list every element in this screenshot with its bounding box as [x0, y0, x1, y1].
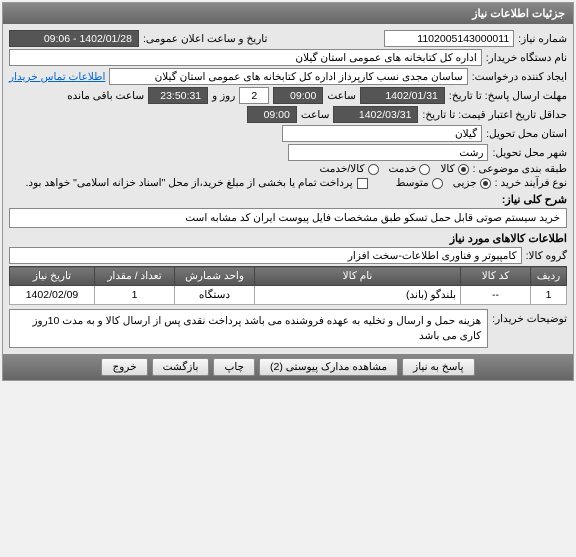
respond-button[interactable]: پاسخ به نیاز — [402, 358, 474, 376]
details-panel: جزئیات اطلاعات نیاز شماره نیاز: 11020051… — [2, 2, 574, 381]
item-group-value: کامپیوتر و فناوری اطلاعات-سخت افزار — [9, 247, 522, 264]
item-group-label: گروه کالا: — [526, 250, 567, 262]
th-item-code: کد کالا — [461, 267, 531, 286]
back-button[interactable]: بازگشت — [152, 358, 210, 376]
buyer-org-label: نام دستگاه خریدار: — [486, 52, 567, 64]
exit-button[interactable]: خروج — [101, 358, 147, 376]
process-option-medium[interactable]: متوسط — [396, 177, 443, 189]
buyer-org-value: اداره کل کتابخانه های عمومی استان گیلان — [9, 49, 482, 66]
radio-icon — [458, 164, 469, 175]
cell-need-date: 1402/02/09 — [10, 286, 95, 305]
buyer-notes-label: توضیحات خریدار: — [492, 309, 567, 325]
buyer-notes-value: هزینه حمل و ارسال و تخلیه به عهده فروشند… — [9, 309, 488, 348]
th-unit: واحد شمارش — [175, 267, 255, 286]
items-info-title: اطلاعات کالاهای مورد نیاز — [9, 232, 567, 245]
requester-value: ساسان مجدی نسب کارپرداز اداره کل کتابخان… — [109, 68, 467, 85]
price-date-value: 1402/03/31 — [333, 106, 418, 123]
province-value: گیلان — [282, 125, 482, 142]
city-value: رشت — [288, 144, 488, 161]
time-remaining-label: ساعت باقی مانده — [67, 90, 144, 102]
panel-body: شماره نیاز: 1102005143000011 تاریخ و ساع… — [3, 24, 573, 354]
hour-label-2: ساعت — [301, 109, 330, 121]
panel-title: جزئیات اطلاعات نیاز — [3, 3, 573, 24]
process-option-minor[interactable]: جزیی — [453, 177, 491, 189]
th-need-date: تاریخ نیاز — [10, 267, 95, 286]
need-desc-title: شرح کلی نیاز: — [9, 193, 567, 206]
announce-datetime-value: 1402/01/28 - 09:06 — [9, 30, 139, 47]
radio-icon — [480, 178, 491, 189]
radio-icon — [432, 178, 443, 189]
presence-option-goods[interactable]: کالا — [440, 163, 468, 175]
cell-item-name: بلندگو (باند) — [255, 286, 461, 305]
presence-option-both[interactable]: کالا/خدمت — [319, 163, 378, 175]
payment-note-label: پرداخت تمام یا بخشی از مبلغ خرید،از محل … — [26, 177, 353, 189]
footer-toolbar: پاسخ به نیاز مشاهده مدارک پیوستی (2) چاپ… — [3, 354, 573, 380]
table-header-row: ردیف کد کالا نام کالا واحد شمارش تعداد /… — [10, 267, 567, 286]
price-validity-label: حداقل تاریخ اعتبار قیمت: تا تاریخ: — [422, 109, 567, 121]
presence-option-service[interactable]: خدمت — [389, 163, 431, 175]
time-remaining-value: 23:50:31 — [148, 87, 208, 104]
cell-qty: 1 — [95, 286, 175, 305]
announce-datetime-label: تاریخ و ساعت اعلان عمومی: — [143, 33, 267, 45]
radio-icon — [368, 164, 379, 175]
cell-unit: دستگاه — [175, 286, 255, 305]
process-label: نوع فرآیند خرید : — [495, 177, 567, 189]
hour-label-1: ساعت — [327, 90, 356, 102]
response-date-value: 1402/01/31 — [360, 87, 445, 104]
th-qty: تعداد / مقدار — [95, 267, 175, 286]
cell-item-code: -- — [461, 286, 531, 305]
attachments-button[interactable]: مشاهده مدارک پیوستی (2) — [259, 358, 398, 376]
requester-label: ایجاد کننده درخواست: — [472, 71, 567, 83]
th-item-name: نام کالا — [255, 267, 461, 286]
days-remaining-value: 2 — [239, 87, 269, 104]
province-label: استان محل تحویل: — [486, 128, 567, 140]
response-deadline-label: مهلت ارسال پاسخ: تا تاریخ: — [449, 90, 567, 102]
contact-link[interactable]: اطلاعات تماس خریدار — [9, 71, 105, 83]
treasury-checkbox[interactable] — [357, 178, 368, 189]
need-number-label: شماره نیاز: — [518, 33, 567, 45]
items-table: ردیف کد کالا نام کالا واحد شمارش تعداد /… — [9, 266, 567, 305]
city-label: شهر محل تحویل: — [492, 147, 567, 159]
response-time-value: 09:00 — [273, 87, 323, 104]
need-desc-value: خرید سیستم صوتی قابل حمل تسکو طبق مشخصات… — [9, 208, 567, 228]
day-and-label: روز و — [212, 90, 235, 102]
radio-icon — [419, 164, 430, 175]
print-button[interactable]: چاپ — [213, 358, 255, 376]
process-radio-group: جزیی متوسط — [396, 177, 491, 189]
table-row[interactable]: 1 -- بلندگو (باند) دستگاه 1 1402/02/09 — [10, 286, 567, 305]
presence-label: طبقه بندی موضوعی : — [473, 163, 567, 175]
price-time-value: 09:00 — [247, 106, 297, 123]
presence-radio-group: کالا خدمت کالا/خدمت — [319, 163, 468, 175]
th-row-num: ردیف — [531, 267, 567, 286]
need-number-value: 1102005143000011 — [384, 30, 514, 47]
cell-row-num: 1 — [531, 286, 567, 305]
